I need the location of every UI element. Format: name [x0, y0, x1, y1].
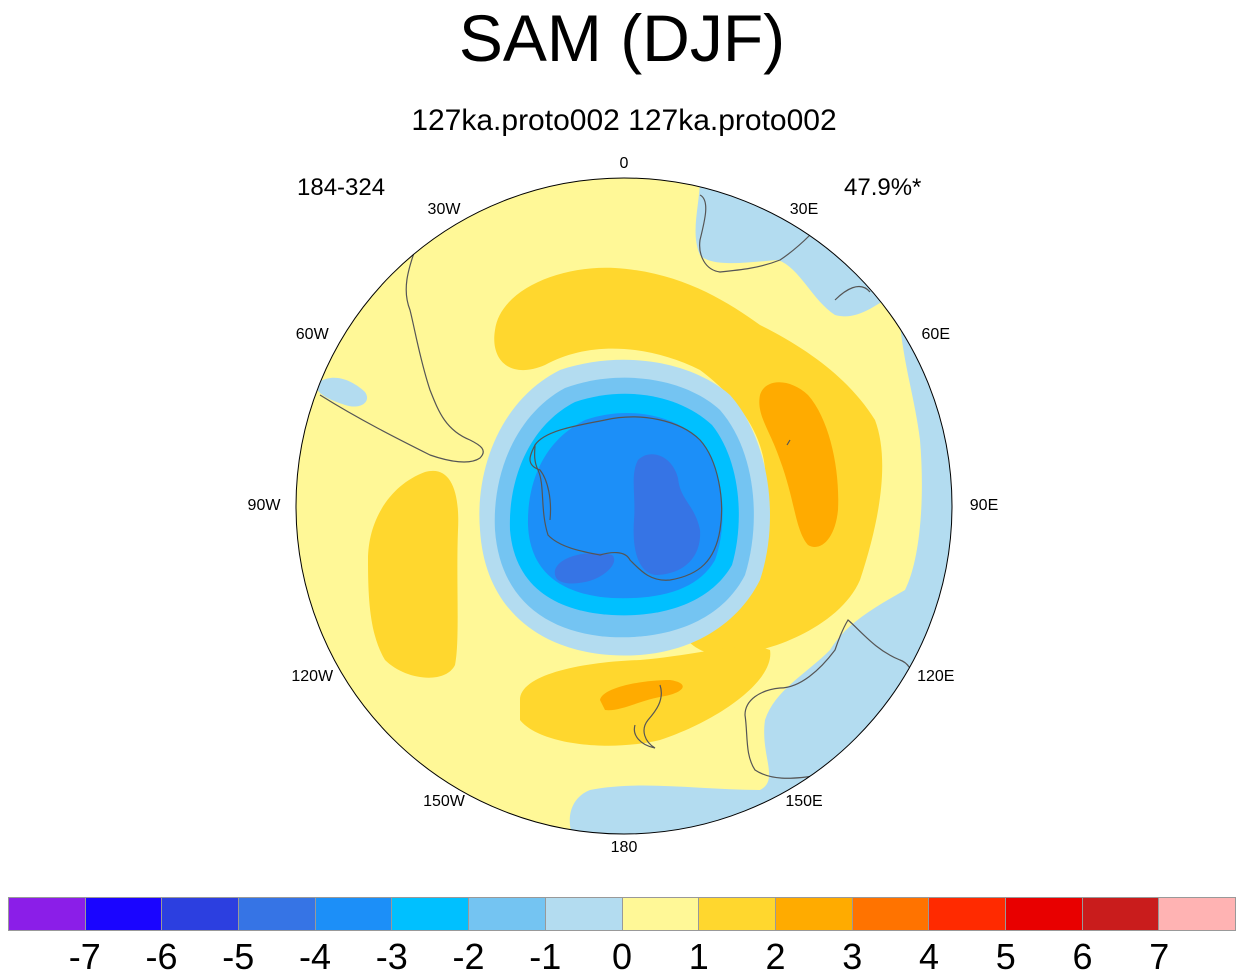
colorbar-box [1159, 898, 1235, 930]
map-field [296, 178, 952, 834]
longitude-label: 30E [789, 200, 819, 218]
contour-fill-2-3-east [759, 382, 839, 547]
longitude-label: 90W [247, 497, 281, 514]
colorbar-tick-label: 5 [995, 936, 1016, 977]
colorbar-box [469, 898, 546, 930]
colorbar-box [852, 898, 930, 930]
longitude-label: 90E [969, 497, 999, 514]
colorbar-box [622, 898, 700, 930]
contour-fill-neg5-neg4-west [554, 553, 615, 584]
longitude-label: 150W [423, 793, 465, 811]
coastline-antarctic-peninsula [529, 444, 552, 521]
longitude-label: 150E [785, 793, 823, 811]
colorbar-tick-label: -3 [375, 936, 408, 977]
colorbar-box [9, 898, 86, 930]
colorbar-box [775, 898, 853, 930]
contour-fill-2-3-south [600, 680, 683, 711]
colorbar-box [1005, 898, 1083, 930]
colorbar-box [392, 898, 470, 930]
contour-fill-1-2-west [368, 470, 459, 678]
colorbar-box [929, 898, 1006, 930]
coastline-kerguelen [786, 439, 791, 446]
contour-fill-1-2-north-arc [494, 267, 883, 656]
colorbar-tick-label: -5 [222, 936, 255, 977]
colorbar-box [315, 898, 393, 930]
colorbar-tick-label: -1 [529, 936, 562, 977]
map-boundary [295, 177, 953, 835]
colorbar-tick-label: -2 [452, 936, 485, 977]
colorbar-tick-label: 4 [918, 936, 940, 977]
map-subtitle: 127ka.proto002 127ka.proto002 [411, 104, 837, 137]
colorbar-tick-label: -7 [68, 936, 101, 977]
longitude-label: 120E [917, 668, 955, 685]
coastline-madagascar [834, 286, 871, 301]
contour-fill-neg5-neg4-east [633, 454, 701, 575]
colorbar-box [85, 898, 163, 930]
longitude-label: 0 [619, 155, 629, 172]
longitude-label: 30W [427, 200, 461, 218]
variance-explained-label: 47.9%* [844, 174, 922, 201]
colorbar-box [162, 898, 240, 930]
contour-fill-neg1-0-west-blob [315, 377, 368, 407]
coastline-south-america [319, 249, 484, 463]
colorbar-tick-label: 1 [688, 936, 709, 977]
coastline-new-zealand [633, 684, 662, 749]
colorbar-box [545, 898, 623, 930]
longitude-label: 120W [291, 668, 334, 685]
colorbar-tick-label: 7 [1149, 936, 1170, 977]
longitude-label: 180 [610, 839, 638, 856]
colorbar-tick-label: -6 [145, 936, 178, 977]
colorbar [8, 897, 1236, 931]
colorbar-tick-label: 0 [611, 936, 633, 977]
colorbar-box [699, 898, 776, 930]
year-range-label: 184-324 [297, 174, 386, 201]
contour-fill-neg1-0-east [569, 325, 952, 834]
coastline-antarctica [534, 416, 723, 581]
longitude-label: 60E [921, 326, 950, 343]
colorbar-box [239, 898, 316, 930]
coastline-africa [699, 194, 811, 273]
colorbar-tick-label: 6 [1072, 936, 1093, 977]
colorbar-box [1082, 898, 1160, 930]
polar-map [295, 177, 953, 835]
colorbar-tick-label: 3 [842, 936, 863, 977]
colorbar-tick-label: -4 [298, 936, 332, 977]
longitude-label: 60W [295, 326, 329, 343]
map-title: SAM (DJF) [458, 1, 786, 75]
colorbar-tick-label: 2 [765, 936, 786, 977]
